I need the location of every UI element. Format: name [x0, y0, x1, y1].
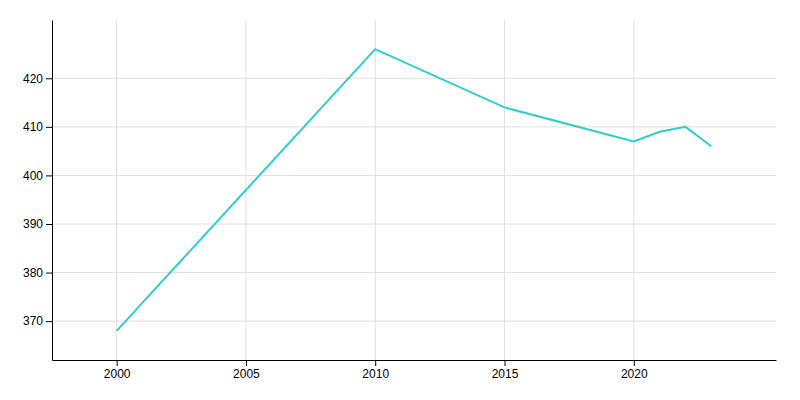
- grid-line-x: [504, 20, 505, 360]
- y-axis-line: [52, 21, 53, 361]
- y-axis-tick-label: 400: [23, 169, 43, 183]
- x-axis-tick-mark: [505, 360, 506, 366]
- y-axis-tick-label: 390: [23, 217, 43, 231]
- y-axis-tick-label: 380: [23, 266, 43, 280]
- grid-line-y: [52, 126, 776, 127]
- grid-line-y: [52, 224, 776, 225]
- x-axis-tick-label: 2000: [104, 367, 131, 381]
- y-axis-tick-label: 410: [23, 120, 43, 134]
- chart: 2000 2005 2010 2015 2020 370 380 390 400 410 420: [0, 0, 800, 400]
- y-axis-tick-mark: [46, 127, 52, 128]
- x-axis-tick-mark: [117, 360, 118, 366]
- y-axis-tick: 380: [23, 266, 52, 280]
- grid-line-x: [116, 20, 117, 360]
- grid-line-x: [375, 20, 376, 360]
- x-axis-tick-mark: [634, 360, 635, 366]
- grid-line-x: [633, 20, 634, 360]
- grid: [52, 20, 776, 360]
- x-axis-tick-mark: [246, 360, 247, 366]
- y-axis-tick-mark: [46, 175, 52, 176]
- x-axis-tick-label: 2005: [233, 367, 260, 381]
- x-axis-tick-label: 2015: [492, 367, 519, 381]
- x-axis-tick-label: 2020: [621, 367, 648, 381]
- y-axis-tick-mark: [46, 224, 52, 225]
- y-axis-tick-mark: [46, 273, 52, 274]
- x-axis-tick: 2015: [492, 360, 519, 381]
- y-axis-tick: 420: [23, 72, 52, 86]
- marks: [117, 49, 712, 331]
- y-axis-tick: 370: [23, 314, 52, 328]
- x-axis-line: [53, 360, 777, 361]
- grid-line-y: [52, 272, 776, 273]
- line: [117, 49, 712, 331]
- x-axis-tick-label: 2010: [362, 367, 389, 381]
- y-axis-tick-label: 370: [23, 314, 43, 328]
- y-axis-tick: 410: [23, 120, 52, 134]
- x-axis-tick: 2005: [233, 360, 260, 381]
- grid-line-y: [52, 175, 776, 176]
- x-axis-tick: 2020: [621, 360, 648, 381]
- x-axis-tick: 2000: [104, 360, 131, 381]
- x-axis-tick-mark: [375, 360, 376, 366]
- x-axis: 2000 2005 2010 2015 2020: [53, 360, 777, 381]
- y-axis-tick-mark: [46, 321, 52, 322]
- y-axis-tick: 390: [23, 217, 52, 231]
- y-axis-tick: 400: [23, 169, 52, 183]
- y-axis-tick-label: 420: [23, 72, 43, 86]
- x-axis-tick: 2010: [362, 360, 389, 381]
- plot-area: 2000 2005 2010 2015 2020 370 380 390 400 410 420: [23, 20, 777, 381]
- y-axis: 370 380 390 400 410 420: [23, 21, 53, 361]
- grid-line-y: [52, 78, 776, 79]
- y-axis-tick-mark: [46, 78, 52, 79]
- grid-line-y: [52, 321, 776, 322]
